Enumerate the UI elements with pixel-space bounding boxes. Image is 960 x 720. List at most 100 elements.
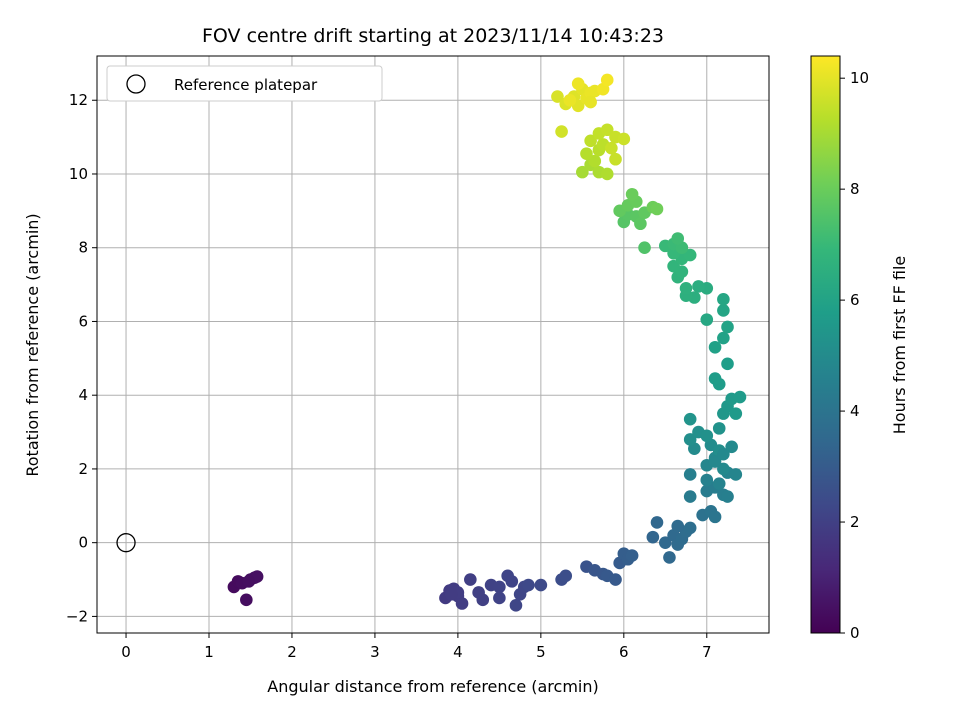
scatter-point — [580, 147, 593, 161]
x-tick-label: 4 — [453, 643, 463, 661]
scatter-point — [559, 569, 573, 583]
scatter-point — [584, 134, 597, 148]
scatter-point — [658, 536, 672, 549]
colorbar-gradient — [810, 55, 841, 634]
scatter-point — [683, 248, 697, 262]
scatter-point — [679, 281, 693, 295]
scatter-point — [708, 340, 722, 354]
scatter-point — [625, 187, 639, 201]
y-axis-label: Rotation from reference (arcmin) — [23, 213, 42, 476]
colorbar-tick-label: 4 — [850, 402, 860, 420]
colorbar-label: Hours from first FF file — [890, 256, 909, 435]
x-tick-label: 6 — [619, 643, 629, 661]
x-tick-label: 3 — [370, 643, 380, 661]
scatter-point — [588, 154, 602, 168]
legend: Reference platepar — [106, 65, 383, 102]
scatter-point — [683, 433, 697, 446]
scatter-point — [646, 530, 660, 544]
colorbar-ticks: 0 2 4 6 8 10 — [840, 69, 869, 642]
scatter-point — [522, 578, 535, 592]
colorbar: 0 2 4 6 8 10 Hours from first FF file — [810, 55, 909, 642]
scatter-point — [455, 597, 469, 610]
scatter-point — [576, 165, 589, 179]
y-tick-label: 10 — [69, 165, 88, 183]
scatter-point — [600, 123, 614, 137]
scatter-point — [708, 455, 722, 468]
scatter-point — [555, 125, 568, 138]
scatter-point — [600, 167, 614, 181]
scatter-point — [493, 580, 506, 594]
colorbar-tick-label: 0 — [850, 624, 860, 642]
scatter-point — [638, 241, 651, 255]
scatter-point — [717, 462, 730, 476]
scatter-point — [663, 551, 676, 564]
y-tick-label: 4 — [78, 386, 88, 404]
scatter-point — [729, 407, 743, 420]
reference-platepar-marker — [116, 533, 136, 553]
scatter-point — [721, 320, 734, 334]
scatter-point — [509, 599, 523, 612]
scatter-point — [712, 422, 726, 435]
scatter-point — [617, 132, 631, 146]
y-tick-label: −2 — [66, 607, 88, 625]
scatter-point — [717, 447, 730, 461]
scatter-point — [717, 293, 730, 306]
scatter-point — [708, 510, 722, 524]
scatter-point — [671, 519, 685, 533]
scatter-point — [240, 593, 253, 607]
y-tick-label: 8 — [78, 239, 88, 257]
colorbar-tick-label: 2 — [850, 513, 860, 531]
scatter-point — [551, 90, 564, 103]
scatter-point — [563, 93, 577, 107]
scatter-point — [700, 473, 714, 487]
scatter-point — [700, 313, 714, 326]
scatter-point — [683, 490, 697, 503]
scatter-point — [700, 429, 714, 443]
x-tick-label: 2 — [287, 643, 297, 661]
x-axis-ticks: 0 1 2 3 4 5 6 7 — [121, 633, 712, 661]
scatter-point — [683, 468, 697, 481]
scatter-point — [476, 593, 490, 607]
scatter-point — [650, 202, 664, 216]
y-axis-ticks: −2 0 2 4 6 8 10 12 — [66, 91, 97, 625]
scatter-point — [729, 468, 743, 481]
scatter-point — [712, 477, 726, 490]
scatter-point — [683, 521, 697, 535]
x-axis-label: Angular distance from reference (arcmin) — [267, 677, 598, 696]
scatter-point — [733, 390, 747, 404]
scatter-point — [444, 587, 458, 601]
scatter-point — [609, 573, 622, 586]
x-tick-label: 5 — [536, 643, 546, 661]
scatter-point — [571, 77, 585, 90]
scatter-point — [650, 516, 664, 529]
y-tick-label: 12 — [69, 91, 88, 109]
chart-title: FOV centre drift starting at 2023/11/14 … — [202, 25, 664, 47]
plot-frame — [96, 55, 770, 634]
scatter-point — [584, 95, 597, 109]
x-tick-label: 7 — [702, 643, 712, 661]
scatter-point — [493, 591, 506, 605]
y-tick-label: 6 — [78, 312, 88, 330]
scatter-points — [116, 73, 747, 612]
scatter-point — [464, 573, 477, 586]
scatter-point — [692, 280, 705, 293]
x-tick-label: 0 — [121, 643, 131, 661]
y-tick-label: 2 — [78, 460, 88, 478]
legend-label: Reference platepar — [174, 76, 318, 94]
colorbar-tick-label: 8 — [850, 180, 860, 198]
scatter-point — [609, 152, 622, 166]
colorbar-tick-label: 10 — [850, 69, 869, 87]
scatter-point — [725, 440, 738, 454]
scatter-point — [634, 217, 647, 231]
scatter-point — [671, 232, 685, 245]
scatter-point — [605, 141, 618, 155]
colorbar-tick-label: 6 — [850, 291, 860, 309]
scatter-point — [683, 412, 697, 426]
legend-marker-open-circle — [126, 74, 146, 94]
scatter-point — [717, 331, 730, 345]
scatter-point — [534, 578, 548, 592]
scatter-point — [625, 549, 639, 562]
scatter-point — [242, 575, 256, 588]
scatter-point — [505, 575, 519, 588]
